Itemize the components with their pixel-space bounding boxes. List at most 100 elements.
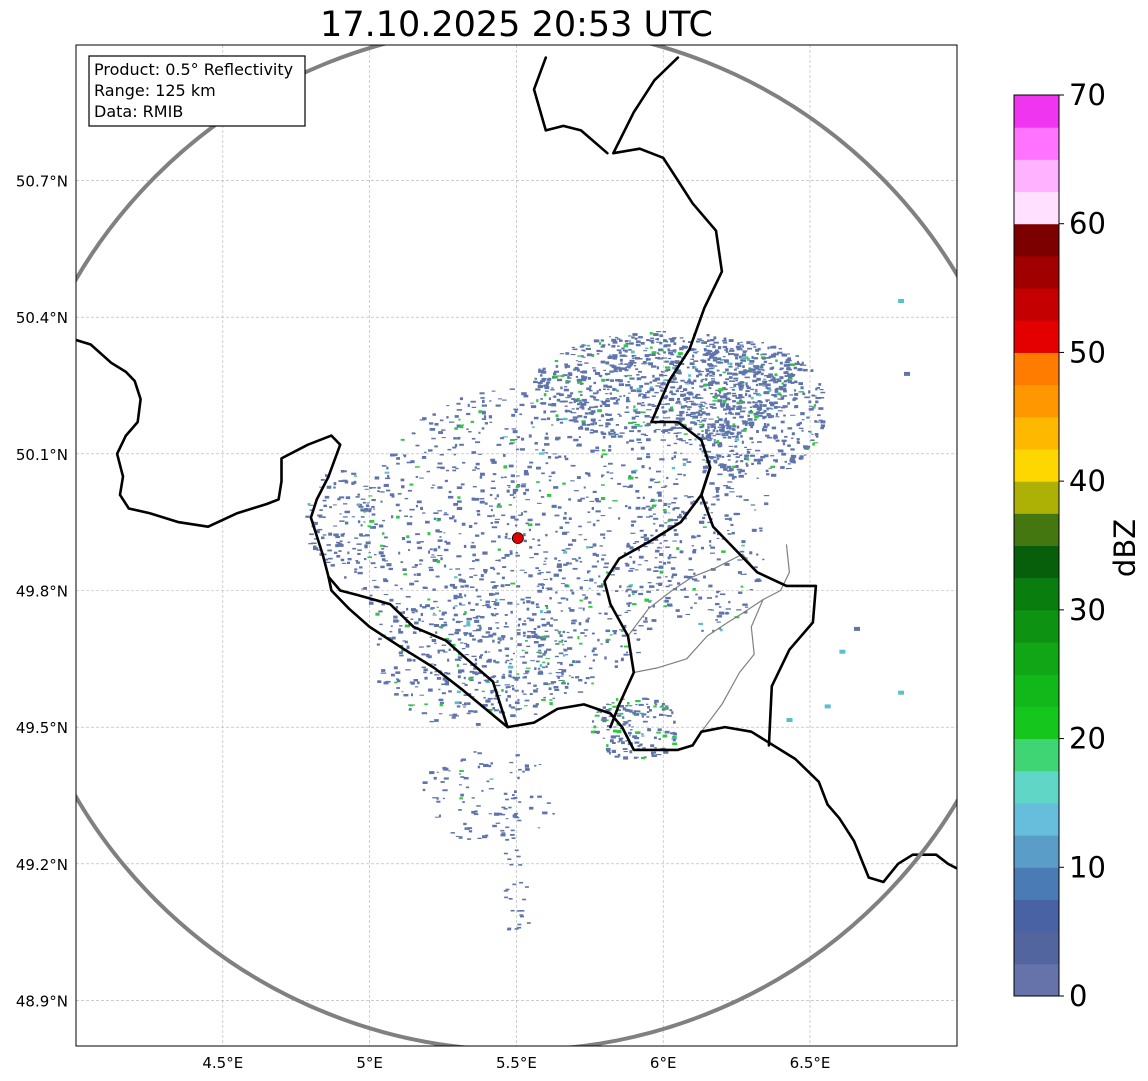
echo-cell <box>709 403 715 406</box>
echo-cell <box>596 592 601 595</box>
echo-cell <box>581 376 585 380</box>
echo-cell <box>518 514 523 516</box>
echo-cell <box>799 363 803 366</box>
echo-cell <box>648 353 652 356</box>
echo-cell <box>675 360 679 364</box>
echo-cell <box>307 503 311 506</box>
echo-cell <box>400 478 405 482</box>
echo-cell <box>591 649 595 653</box>
echo-cell <box>737 513 741 515</box>
echo-cell <box>589 578 594 582</box>
echo-cell <box>385 489 391 492</box>
echo-cell <box>612 500 618 502</box>
echo-cell <box>552 471 556 474</box>
echo-cell <box>749 551 753 555</box>
echo-cell <box>728 339 734 342</box>
echo-cell <box>444 540 447 543</box>
echo-cell <box>788 368 792 371</box>
echo-cell <box>756 393 761 396</box>
echo-cell <box>774 373 778 377</box>
echo-cell <box>305 515 310 518</box>
echo-cell <box>506 485 511 487</box>
echo-cell <box>787 377 793 380</box>
echo-cell <box>598 612 602 615</box>
echo-cell <box>659 706 665 708</box>
echo-cell <box>509 388 515 390</box>
echo-cell <box>424 703 428 706</box>
echo-cell <box>491 480 495 483</box>
echo-cell <box>680 391 684 393</box>
echo-cell <box>757 460 761 463</box>
echo-cell <box>587 617 590 620</box>
echo-cell <box>761 353 765 356</box>
echo-cell <box>669 390 673 393</box>
echo-cell <box>739 388 743 391</box>
echo-cell <box>612 630 617 632</box>
echo-cell <box>484 422 488 425</box>
echo-cell <box>740 435 743 438</box>
echo-cell <box>819 389 824 391</box>
echo-cell <box>411 693 413 697</box>
echo-cell <box>427 598 431 601</box>
echo-cell <box>580 632 585 634</box>
echo-cell <box>366 504 369 507</box>
echo-cell <box>673 497 678 500</box>
echo-cell <box>591 355 594 357</box>
echo-cell <box>802 368 808 372</box>
echo-cell <box>707 351 713 353</box>
echo-cell <box>563 692 567 694</box>
echo-cell <box>738 405 743 409</box>
echo-cell <box>699 406 702 409</box>
echo-cell <box>529 461 534 464</box>
echo-cell <box>592 720 595 723</box>
echo-cell <box>492 675 497 678</box>
echo-cell <box>525 670 529 673</box>
echo-cell <box>558 640 564 643</box>
echo-cell <box>539 452 545 455</box>
echo-cell <box>694 580 700 582</box>
echo-cell <box>735 412 741 416</box>
echo-cell <box>380 554 386 558</box>
echo-cell <box>515 524 518 527</box>
echo-cell <box>601 432 607 435</box>
echo-cell <box>588 587 591 590</box>
echo-cell <box>604 612 608 615</box>
colorbar-segment <box>1014 320 1059 353</box>
echo-cell <box>724 493 729 497</box>
echo-cell <box>661 703 665 706</box>
echo-cell <box>727 436 732 439</box>
echo-cell <box>557 676 560 679</box>
echo-cell <box>444 672 448 674</box>
echo-cell <box>615 424 619 426</box>
echo-cell <box>585 496 589 498</box>
echo-cell <box>477 671 483 675</box>
echo-cell <box>481 427 485 430</box>
echo-cell <box>421 712 428 715</box>
echo-cell <box>537 589 543 593</box>
echo-cell <box>645 358 651 361</box>
echo-cell <box>490 581 496 583</box>
echo-cell <box>374 476 380 480</box>
echo-cell <box>648 508 652 511</box>
echo-cell <box>546 648 552 651</box>
echo-cell <box>534 635 540 639</box>
echo-cell <box>518 801 522 803</box>
echo-cell <box>784 361 790 364</box>
echo-cell <box>561 639 564 642</box>
echo-cell <box>670 386 676 389</box>
echo-cell <box>705 407 708 409</box>
echo-cell <box>439 701 444 705</box>
echo-cell <box>441 649 445 652</box>
echo-cell <box>315 530 320 534</box>
echo-cell <box>740 348 743 351</box>
echo-cell <box>820 424 825 428</box>
echo-cell <box>455 835 459 837</box>
echo-cell <box>706 372 710 376</box>
echo-cell <box>493 812 500 816</box>
echo-cell <box>558 668 563 670</box>
echo-cell <box>649 341 654 343</box>
echo-cell <box>512 883 517 886</box>
echo-cell <box>360 516 365 518</box>
echo-cell <box>558 632 561 635</box>
echo-cell <box>400 438 405 441</box>
